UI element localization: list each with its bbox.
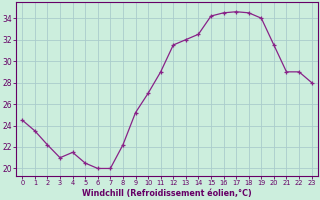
X-axis label: Windchill (Refroidissement éolien,°C): Windchill (Refroidissement éolien,°C) [82,189,252,198]
